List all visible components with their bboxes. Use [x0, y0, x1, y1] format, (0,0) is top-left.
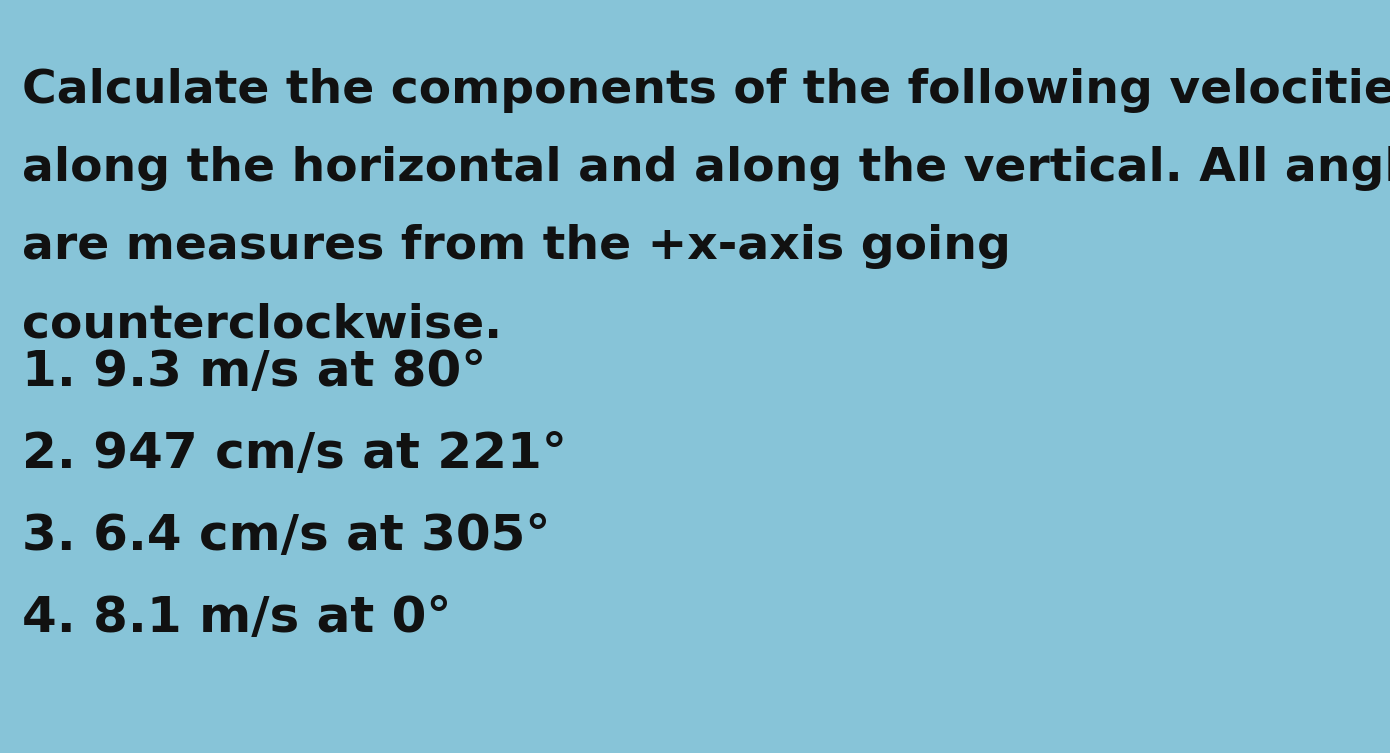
Text: 4. 8.1 m/s at 0°: 4. 8.1 m/s at 0° [22, 594, 452, 642]
Text: counterclockwise.: counterclockwise. [22, 302, 502, 347]
Text: along the horizontal and along the vertical. All angles: along the horizontal and along the verti… [22, 146, 1390, 191]
Text: 3. 6.4 cm/s at 305°: 3. 6.4 cm/s at 305° [22, 512, 550, 560]
Text: Calculate the components of the following velocities: Calculate the components of the followin… [22, 68, 1390, 113]
Text: 1. 9.3 m/s at 80°: 1. 9.3 m/s at 80° [22, 348, 486, 396]
Text: are measures from the +x-axis going: are measures from the +x-axis going [22, 224, 1011, 269]
Text: 2. 947 cm/s at 221°: 2. 947 cm/s at 221° [22, 430, 567, 478]
